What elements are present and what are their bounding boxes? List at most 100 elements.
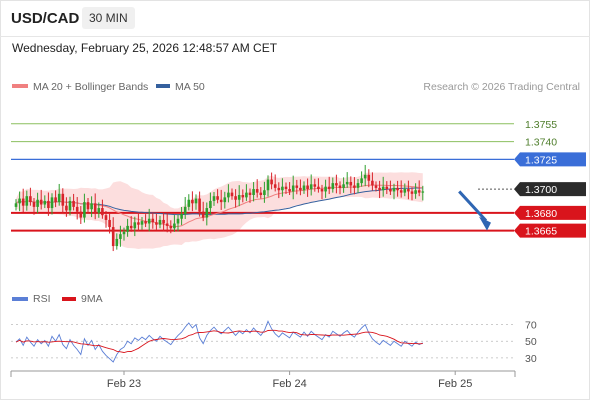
candle-body-93 <box>349 181 353 186</box>
time-axis: Feb 23 Feb 24 Feb 25 <box>10 370 516 390</box>
candle-body-113 <box>421 191 425 193</box>
ma20-legend-swatch <box>12 84 28 88</box>
level-label-2: 1.3725 <box>525 154 557 166</box>
candle-body-77 <box>291 185 295 192</box>
candle-body-106 <box>396 187 399 191</box>
candle-body-38 <box>151 218 155 223</box>
candle-body-87 <box>327 186 331 190</box>
rsi-tick-70: 70 <box>525 320 537 332</box>
candle-body-15 <box>68 200 72 211</box>
legend: MA 20 + Bollinger Bands MA 50 Research ©… <box>12 81 580 305</box>
candle-body-30 <box>122 231 126 235</box>
candle-body-71 <box>270 179 273 185</box>
level-label-5: 1.3665 <box>525 226 557 238</box>
symbol-title: USD/CAD <box>11 10 80 27</box>
candle-body-22 <box>93 203 97 213</box>
level-label-1: 1.3740 <box>525 137 557 149</box>
candle-body-48 <box>187 199 191 207</box>
candle-body-68 <box>259 192 263 195</box>
candle-body-83 <box>313 184 317 187</box>
candle-body-43 <box>169 225 173 229</box>
candle-body-54 <box>209 200 212 209</box>
ma50-legend-swatch <box>156 84 170 88</box>
rsi-ma-legend-swatch <box>62 297 76 301</box>
candle-body-95 <box>356 183 360 188</box>
level-label-4: 1.3680 <box>525 208 557 220</box>
candle-body-109 <box>407 189 410 192</box>
candle-body-11 <box>54 197 57 203</box>
forecast-arrow-head <box>479 216 491 231</box>
candle-body-39 <box>155 222 158 225</box>
candle-body-62 <box>237 195 241 200</box>
candle-body-97 <box>363 174 367 179</box>
candle-body-92 <box>345 181 349 185</box>
time-tick-label-1: Feb 24 <box>272 378 306 390</box>
candle-body-37 <box>147 218 151 224</box>
candle-body-24 <box>101 208 104 216</box>
candle-body-3 <box>25 196 29 206</box>
candle-body-94 <box>353 185 356 188</box>
candle-body-107 <box>399 190 403 193</box>
level-tag-2 <box>514 152 586 167</box>
candle-body-88 <box>331 183 335 190</box>
candle-body-56 <box>216 196 219 200</box>
candle-body-103 <box>385 186 389 190</box>
candle-body-44 <box>173 223 176 229</box>
candle-body-53 <box>205 208 209 218</box>
candle-body-64 <box>245 192 248 198</box>
candle-body-46 <box>180 214 183 219</box>
candle-body-29 <box>119 234 122 239</box>
candle-body-61 <box>234 196 237 200</box>
candle-body-57 <box>219 199 223 203</box>
candle-body-100 <box>374 185 378 188</box>
candle-body-49 <box>191 199 194 204</box>
candle-body-78 <box>295 185 299 188</box>
candle-body-14 <box>65 205 68 211</box>
candle-body-13 <box>61 193 65 206</box>
level-label-3: 1.3700 <box>525 184 557 196</box>
candle-body-4 <box>29 196 32 203</box>
candle-body-58 <box>223 197 227 203</box>
candle-body-6 <box>36 199 39 207</box>
candle-body-21 <box>90 203 93 210</box>
candle-body-69 <box>263 190 266 195</box>
candle-body-23 <box>97 208 101 213</box>
candle-body-8 <box>43 200 47 205</box>
candle-body-108 <box>403 189 407 193</box>
candle-body-63 <box>241 195 245 198</box>
candle-body-18 <box>79 211 83 218</box>
candle-body-89 <box>335 183 338 186</box>
candle-body-9 <box>47 200 50 209</box>
timeframe-button[interactable]: 30 MIN <box>82 7 135 29</box>
candle-body-111 <box>414 190 417 194</box>
candle-body-110 <box>410 191 414 194</box>
candle-body-26 <box>108 219 111 228</box>
time-tick-label-2: Feb 25 <box>438 378 472 390</box>
candle-body-99 <box>371 180 374 186</box>
candle-body-2 <box>21 198 25 206</box>
forecast-arrow <box>458 190 491 231</box>
rsi-ma-legend-label: 9MA <box>81 293 103 305</box>
candle-body-40 <box>158 219 162 225</box>
chart-header: USD/CAD 30 MIN <box>0 0 590 37</box>
candle-body-12 <box>57 193 61 203</box>
candle-body-67 <box>255 189 259 193</box>
candle-body-90 <box>338 185 342 188</box>
time-tick-label-0: Feb 23 <box>107 378 141 390</box>
candle-body-65 <box>248 192 252 195</box>
rsi-legend-label: RSI <box>33 293 51 305</box>
candle-body-74 <box>281 186 284 191</box>
candle-body-98 <box>367 174 371 181</box>
candle-body-47 <box>183 206 187 214</box>
candle-body-60 <box>230 192 234 197</box>
candle-body-51 <box>198 198 201 212</box>
rsi-tick-30: 30 <box>525 353 537 365</box>
forecast-arrow-shaft <box>458 190 488 222</box>
candle-body-35 <box>140 221 144 225</box>
candle-body-101 <box>378 187 381 191</box>
candle-body-76 <box>288 189 291 192</box>
candle-body-7 <box>39 199 43 205</box>
chart-datetime: Wednesday, February 25, 2026 12:48:57 AM… <box>12 41 278 55</box>
rsi-legend-swatch <box>12 297 28 301</box>
